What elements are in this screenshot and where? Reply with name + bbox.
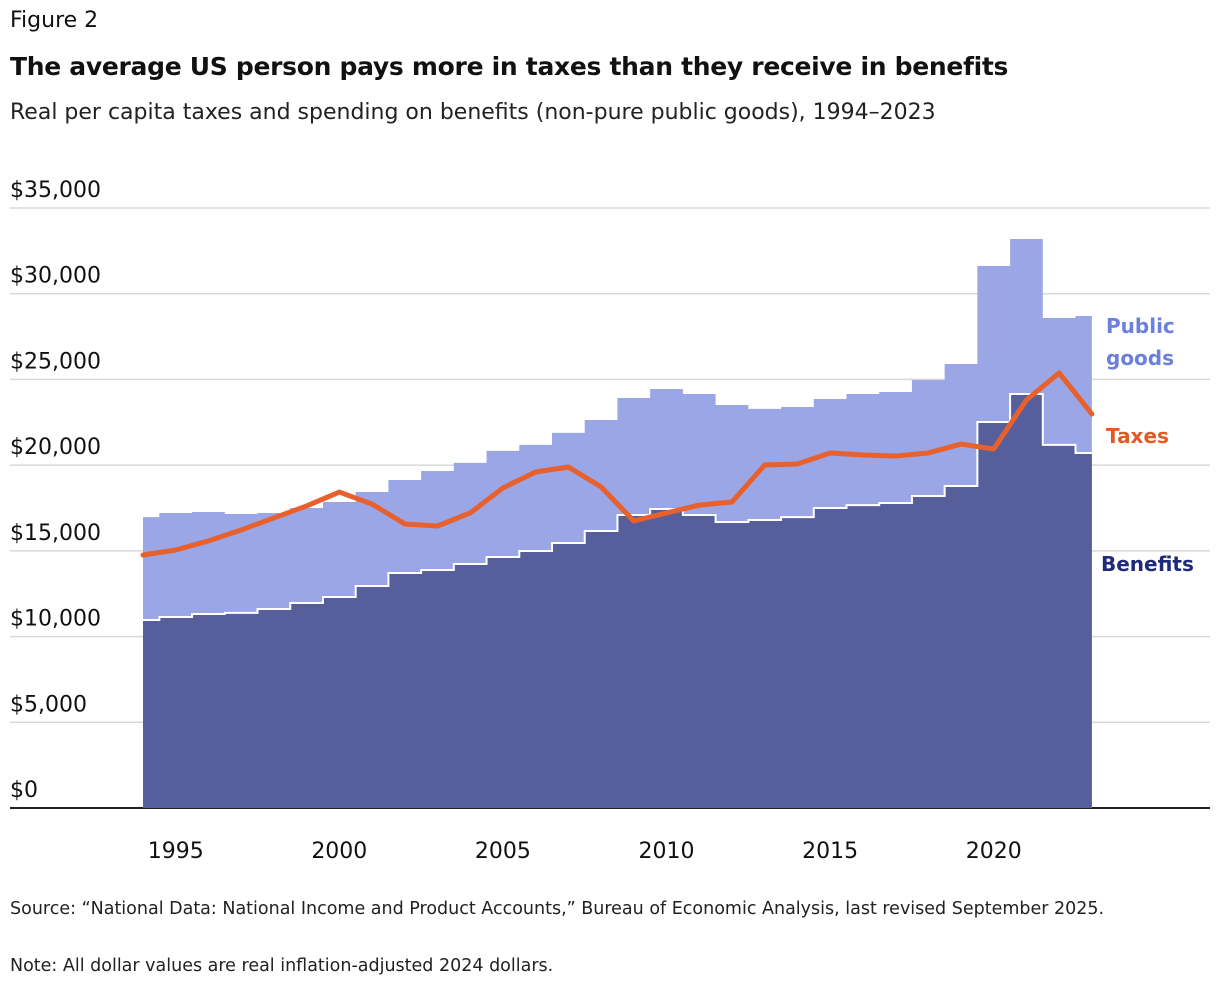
legend-taxes: Taxes [1106,424,1169,448]
y-tick-label: $20,000 [10,435,101,460]
legend-public-goods-line1: Public [1106,314,1175,338]
benefits-edge [143,393,1092,621]
y-tick-label: $15,000 [10,521,101,546]
x-tick-label: 2010 [639,839,695,864]
chart-subtitle: Real per capita taxes and spending on be… [10,100,936,125]
y-tick-label: $30,000 [10,264,101,289]
y-tick-label: $0 [10,778,38,803]
source-note: Source: “National Data: National Income … [10,899,1105,919]
benefits-area [143,394,1092,808]
x-tick-label: 2000 [311,839,367,864]
legend-public-goods-line2: goods [1106,346,1174,370]
y-tick-label: $5,000 [10,692,87,717]
x-tick-label: 2015 [802,839,858,864]
taxes-line [140,370,1095,558]
footnote: Note: All dollar values are real inflati… [10,956,554,976]
chart-title: The average US person pays more in taxes… [10,52,1009,81]
y-tick-label: $10,000 [10,607,101,632]
legend-benefits: Benefits [1101,552,1194,576]
y-tick-label: $35,000 [10,178,101,203]
y-tick-label: $25,000 [10,349,101,374]
x-tick-label: 1995 [148,839,204,864]
x-tick-label: 2020 [966,839,1022,864]
chart: $0 $5,000 $10,000 $15,000 $20,000 $25,000 $30,… [10,178,1210,864]
x-tick-label: 2005 [475,839,531,864]
figure-label: Figure 2 [10,8,99,33]
